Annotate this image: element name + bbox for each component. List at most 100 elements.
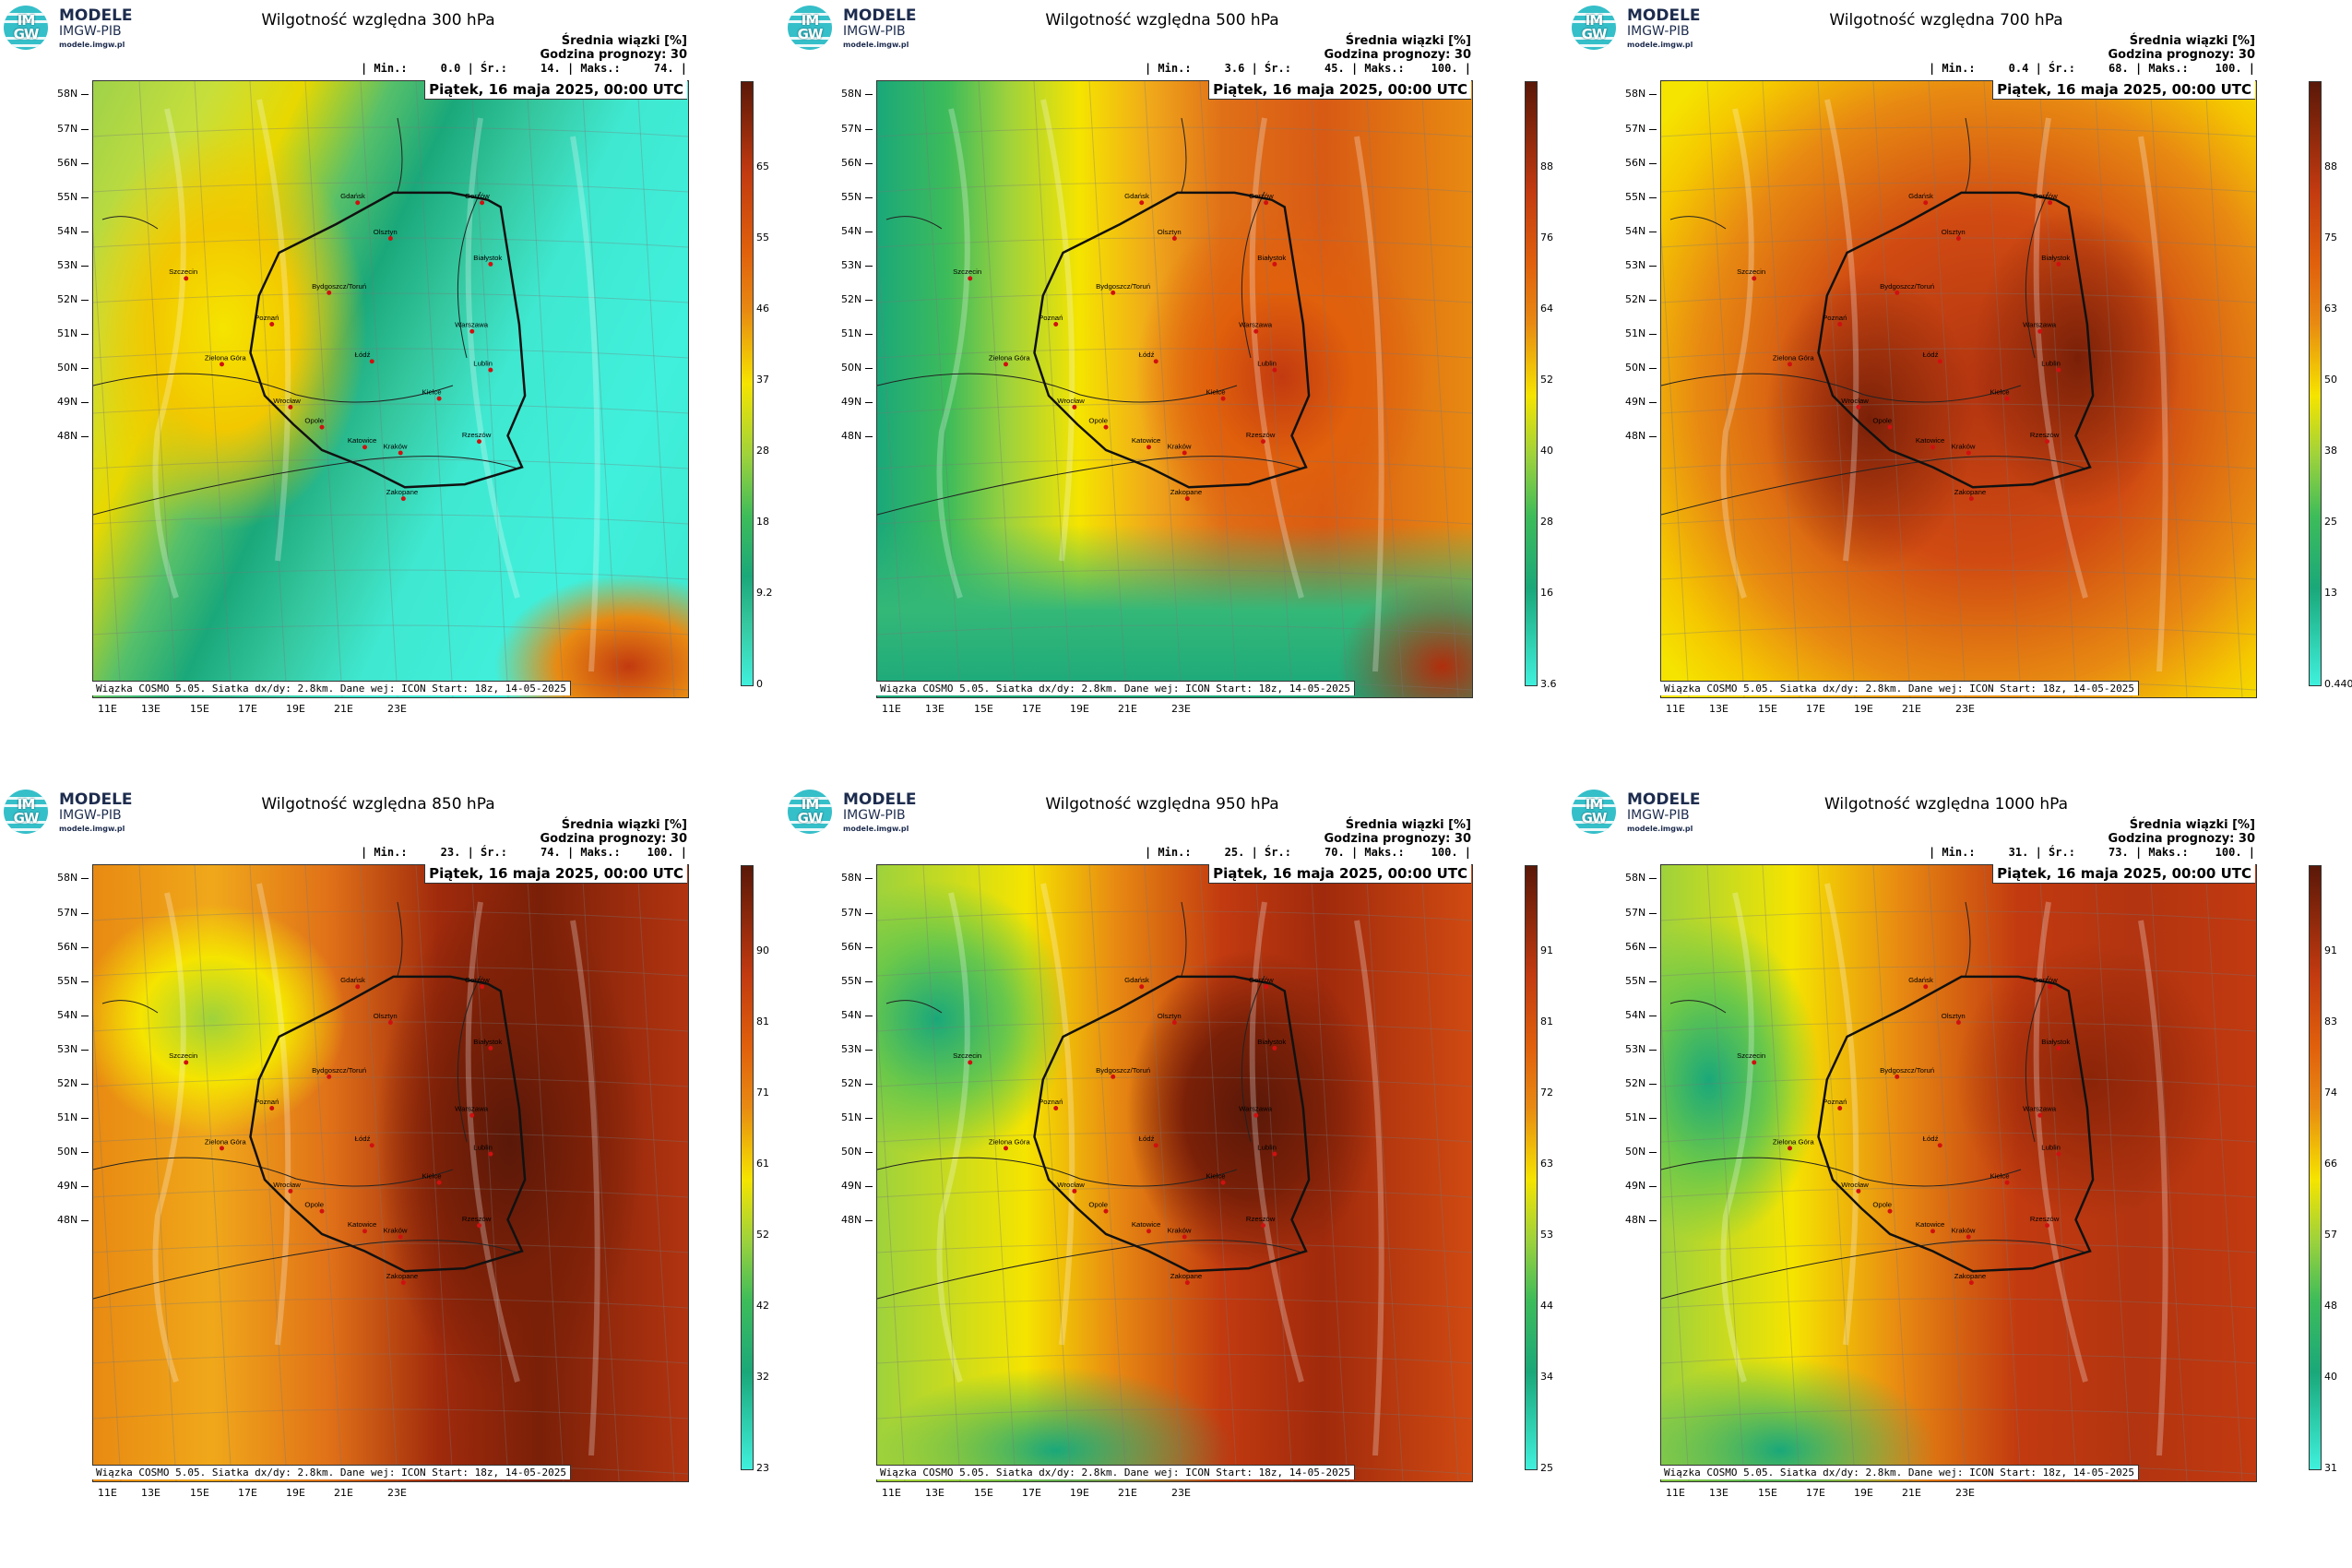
logo-circle-text-top: IM <box>801 12 820 29</box>
meridian-line <box>1706 81 1745 697</box>
city-dot <box>2056 1151 2061 1157</box>
city-label: Opole <box>1872 416 1892 424</box>
colorbar-tick: 37 <box>756 374 769 386</box>
meridian-line <box>138 81 177 697</box>
map-overlay: Gdańsk Olsztyn Gorzów Białystok Szczecin Bydg… <box>877 81 1472 697</box>
city-label: Gorzów <box>1249 192 1274 200</box>
longitude-label: 11E <box>882 703 901 715</box>
colorbar-tick: 16 <box>1540 587 1553 599</box>
country-borders <box>877 117 1302 516</box>
city-label: Gorzów <box>465 192 490 200</box>
meridian-line <box>304 865 343 1481</box>
latitude-label: 55N <box>57 975 89 987</box>
meridian-line <box>636 865 675 1481</box>
forecast-date: Piątek, 16 maja 2025, 00:00 UTC <box>1992 80 2255 100</box>
longitude-label: 19E <box>1070 703 1089 715</box>
longitude-label: 11E <box>882 1487 901 1499</box>
parallel-line <box>93 182 688 193</box>
city-label: Poznań <box>1823 1098 1847 1106</box>
imgw-logo: IM GW MODELE IMGW-PIB modele.imgw.pl <box>4 6 151 52</box>
parallel-line <box>1661 182 2256 193</box>
logo-circle-text-bottom: GW <box>797 26 824 42</box>
longitude-label: 19E <box>1854 1487 1873 1499</box>
forecast-hour-label: Godzina prognozy: 30 <box>540 48 687 62</box>
city-dot <box>400 1280 406 1286</box>
mean-label: Średnia wiązki [%] <box>1345 818 1471 832</box>
meridian-line <box>2149 865 2188 1481</box>
city-dot <box>1788 1146 1792 1151</box>
city-label: Gorzów <box>2033 976 2058 984</box>
logo-sub: IMGW-PIB <box>1627 24 1690 39</box>
parallel-line <box>877 126 1472 137</box>
panel-title: Wilgotność względna 1000 hPa <box>1823 795 2069 814</box>
city-dot <box>1966 450 1971 456</box>
latitude-label: 50N <box>1625 1146 1657 1158</box>
poland-border <box>1033 191 1311 489</box>
humidity-map: Gdańsk Olsztyn Gorzów Białystok Szczecin Bydg… <box>92 80 689 698</box>
meridian-line <box>1706 865 1745 1481</box>
parallel-line <box>877 403 1472 414</box>
latitude-label: 55N <box>57 191 89 203</box>
latitude-label: 54N <box>841 1009 873 1021</box>
city-dot <box>1752 276 1757 281</box>
colorbar-tick: 42 <box>756 1300 769 1312</box>
model-credit: Wiązka COSMO 5.05. Siatka dx/dy: 2.8km. … <box>1660 1465 2139 1479</box>
parallel-line <box>1661 292 2256 303</box>
latitude-label: 48N <box>841 430 873 442</box>
imgw-logo: IM GW MODELE IMGW-PIB modele.imgw.pl <box>788 790 935 836</box>
latitude-label: 54N <box>57 1009 89 1021</box>
city-dot <box>436 396 442 401</box>
city-dot <box>220 362 224 367</box>
city-label: Olsztyn <box>1158 1012 1182 1020</box>
meridian-line <box>581 81 620 697</box>
meridian-line <box>1817 81 1856 697</box>
longitude-label: 15E <box>190 1487 209 1499</box>
meridian-line <box>1254 865 1293 1481</box>
colorbar-tick: 31 <box>2324 1462 2337 1474</box>
city-dot <box>469 328 475 334</box>
city-label: Opole <box>1872 1200 1892 1208</box>
poland-border <box>249 975 527 1273</box>
forecast-panel-6: IM GW MODELE IMGW-PIB modele.imgw.pl Wil… <box>1568 784 2352 1568</box>
meridian-line <box>470 81 509 697</box>
city-label: Katowice <box>1916 1220 1944 1229</box>
city-dot <box>488 1045 493 1051</box>
humidity-band <box>936 883 1384 1456</box>
parallel-line <box>1661 1076 2256 1087</box>
latitude-label: 55N <box>1625 975 1657 987</box>
meridian-line <box>249 81 288 697</box>
logo-url: modele.imgw.pl <box>1627 825 1693 833</box>
latitude-label: 58N <box>841 872 873 884</box>
parallel-line <box>877 1408 1472 1420</box>
meridian-line <box>1199 865 1238 1481</box>
meridian-line <box>360 865 398 1481</box>
longitude-label: 23E <box>1171 1487 1191 1499</box>
parallel-line <box>1661 910 2256 921</box>
city-label: Białystok <box>1257 254 1286 262</box>
parallel-line <box>1661 1408 2256 1420</box>
panel-title: Wilgotność względna 300 hPa <box>261 11 495 30</box>
city-label: Lublin <box>2041 1143 2061 1151</box>
meridian-line <box>877 227 906 697</box>
stats-line: | Min.: 23. | Śr.: 74. | Maks.: 100. | <box>360 846 687 859</box>
city-label: Białystok <box>473 254 502 262</box>
city-label: Rzeszów <box>462 1215 492 1223</box>
longitude-label: 23E <box>387 1487 407 1499</box>
city-dot <box>1253 328 1259 334</box>
city-label: Katowice <box>1132 436 1160 445</box>
colorbar-tick: 18 <box>756 516 769 528</box>
parallel-line <box>1661 1353 2256 1364</box>
meridian-line <box>2204 81 2243 697</box>
colorbar-tick: 34 <box>1540 1371 1553 1383</box>
meridian-line <box>194 81 232 697</box>
city-dot <box>1220 1180 1226 1185</box>
city-label: Poznań <box>255 1098 279 1106</box>
meridian-line <box>1420 81 1459 697</box>
city-label: Lublin <box>473 1143 493 1151</box>
colorbar-tick: 44 <box>1540 1300 1553 1312</box>
latitude-label: 50N <box>841 362 873 374</box>
parallel-line <box>93 624 688 636</box>
latitude-label: 53N <box>841 1043 873 1055</box>
city-dot <box>398 450 403 456</box>
longitude-label: 21E <box>334 703 353 715</box>
